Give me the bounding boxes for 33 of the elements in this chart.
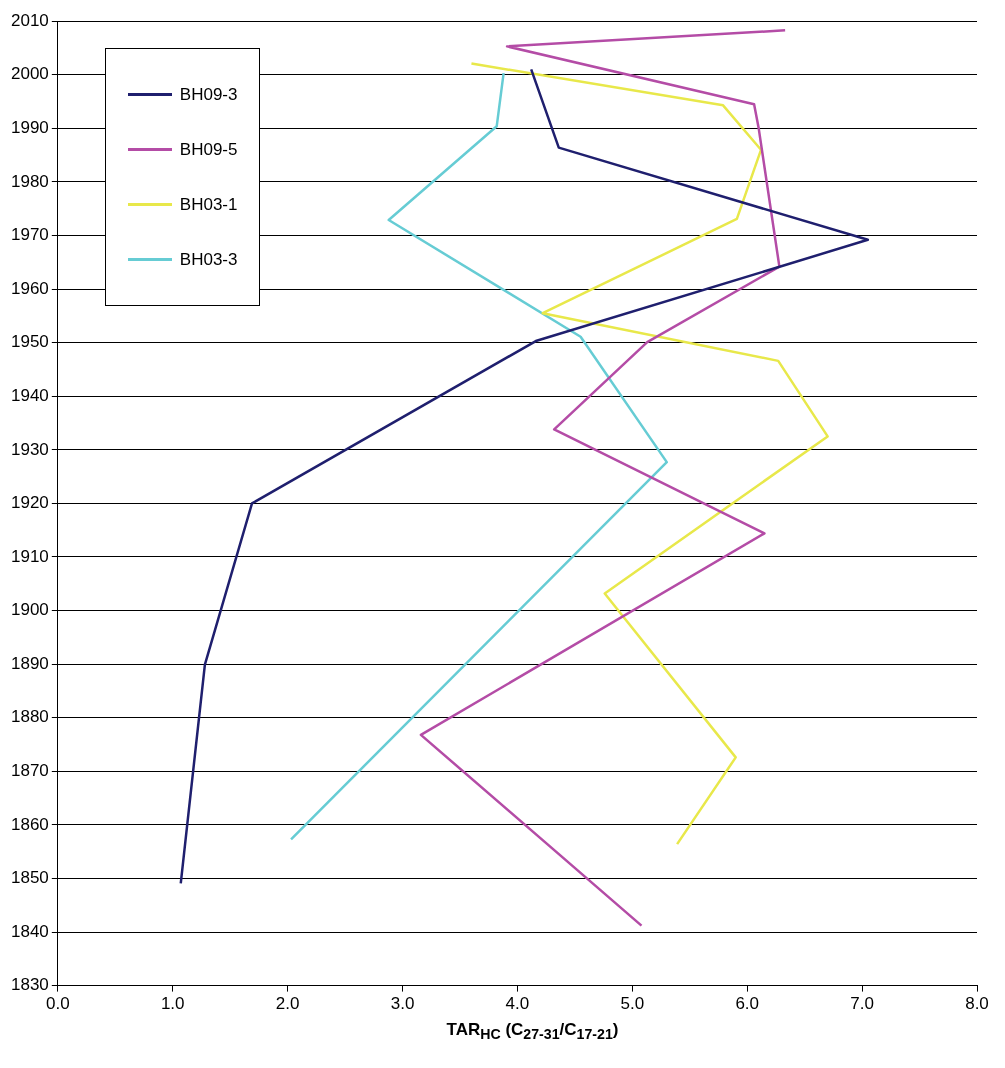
- y-tick-label: 1900: [10, 600, 49, 620]
- x-tick-label: 8.0: [965, 994, 989, 1014]
- y-tick-label: 2010: [10, 10, 49, 30]
- y-tick-label: 1990: [10, 118, 49, 138]
- x-tick-label: 7.0: [850, 994, 874, 1014]
- y-tick-label: 1950: [10, 332, 49, 352]
- x-tick-label: 6.0: [735, 994, 760, 1014]
- y-tick-label: 1970: [10, 225, 49, 245]
- legend-label: BH03-3: [179, 249, 238, 270]
- x-tick-label: 2.0: [275, 994, 300, 1014]
- y-tick-label: 1870: [10, 760, 49, 780]
- y-tick-label: 1930: [10, 439, 49, 459]
- x-tick-label: 3.0: [390, 994, 415, 1014]
- y-tick-label: 1910: [10, 546, 49, 566]
- y-tick-label: 1840: [10, 921, 49, 941]
- x-tick-label: 5.0: [620, 994, 645, 1014]
- legend-label: BH09-5: [179, 139, 238, 160]
- legend-label: BH03-1: [179, 194, 238, 215]
- y-tick-label: 1830: [10, 975, 49, 995]
- x-tick-label: 1.0: [160, 994, 185, 1014]
- x-tick-label: 0.0: [46, 994, 70, 1014]
- x-axis-title: TAR$_{HC}$ (C$_{27-31}$/C$_{17-21}$): [445, 1020, 620, 1043]
- y-tick-label: 1920: [10, 493, 49, 513]
- y-tick-label: 1980: [10, 171, 49, 191]
- y-tick-label: 1850: [10, 868, 49, 888]
- y-tick-label: 1960: [10, 278, 49, 298]
- x-tick-label: 4.0: [505, 994, 530, 1014]
- y-tick-label: 1860: [10, 814, 49, 834]
- y-tick-label: 1890: [10, 653, 49, 673]
- y-tick-label: 1880: [10, 707, 49, 727]
- y-tick-label: 2000: [10, 64, 49, 84]
- legend-label: BH09-3: [179, 84, 238, 105]
- y-tick-label: 1940: [10, 385, 49, 405]
